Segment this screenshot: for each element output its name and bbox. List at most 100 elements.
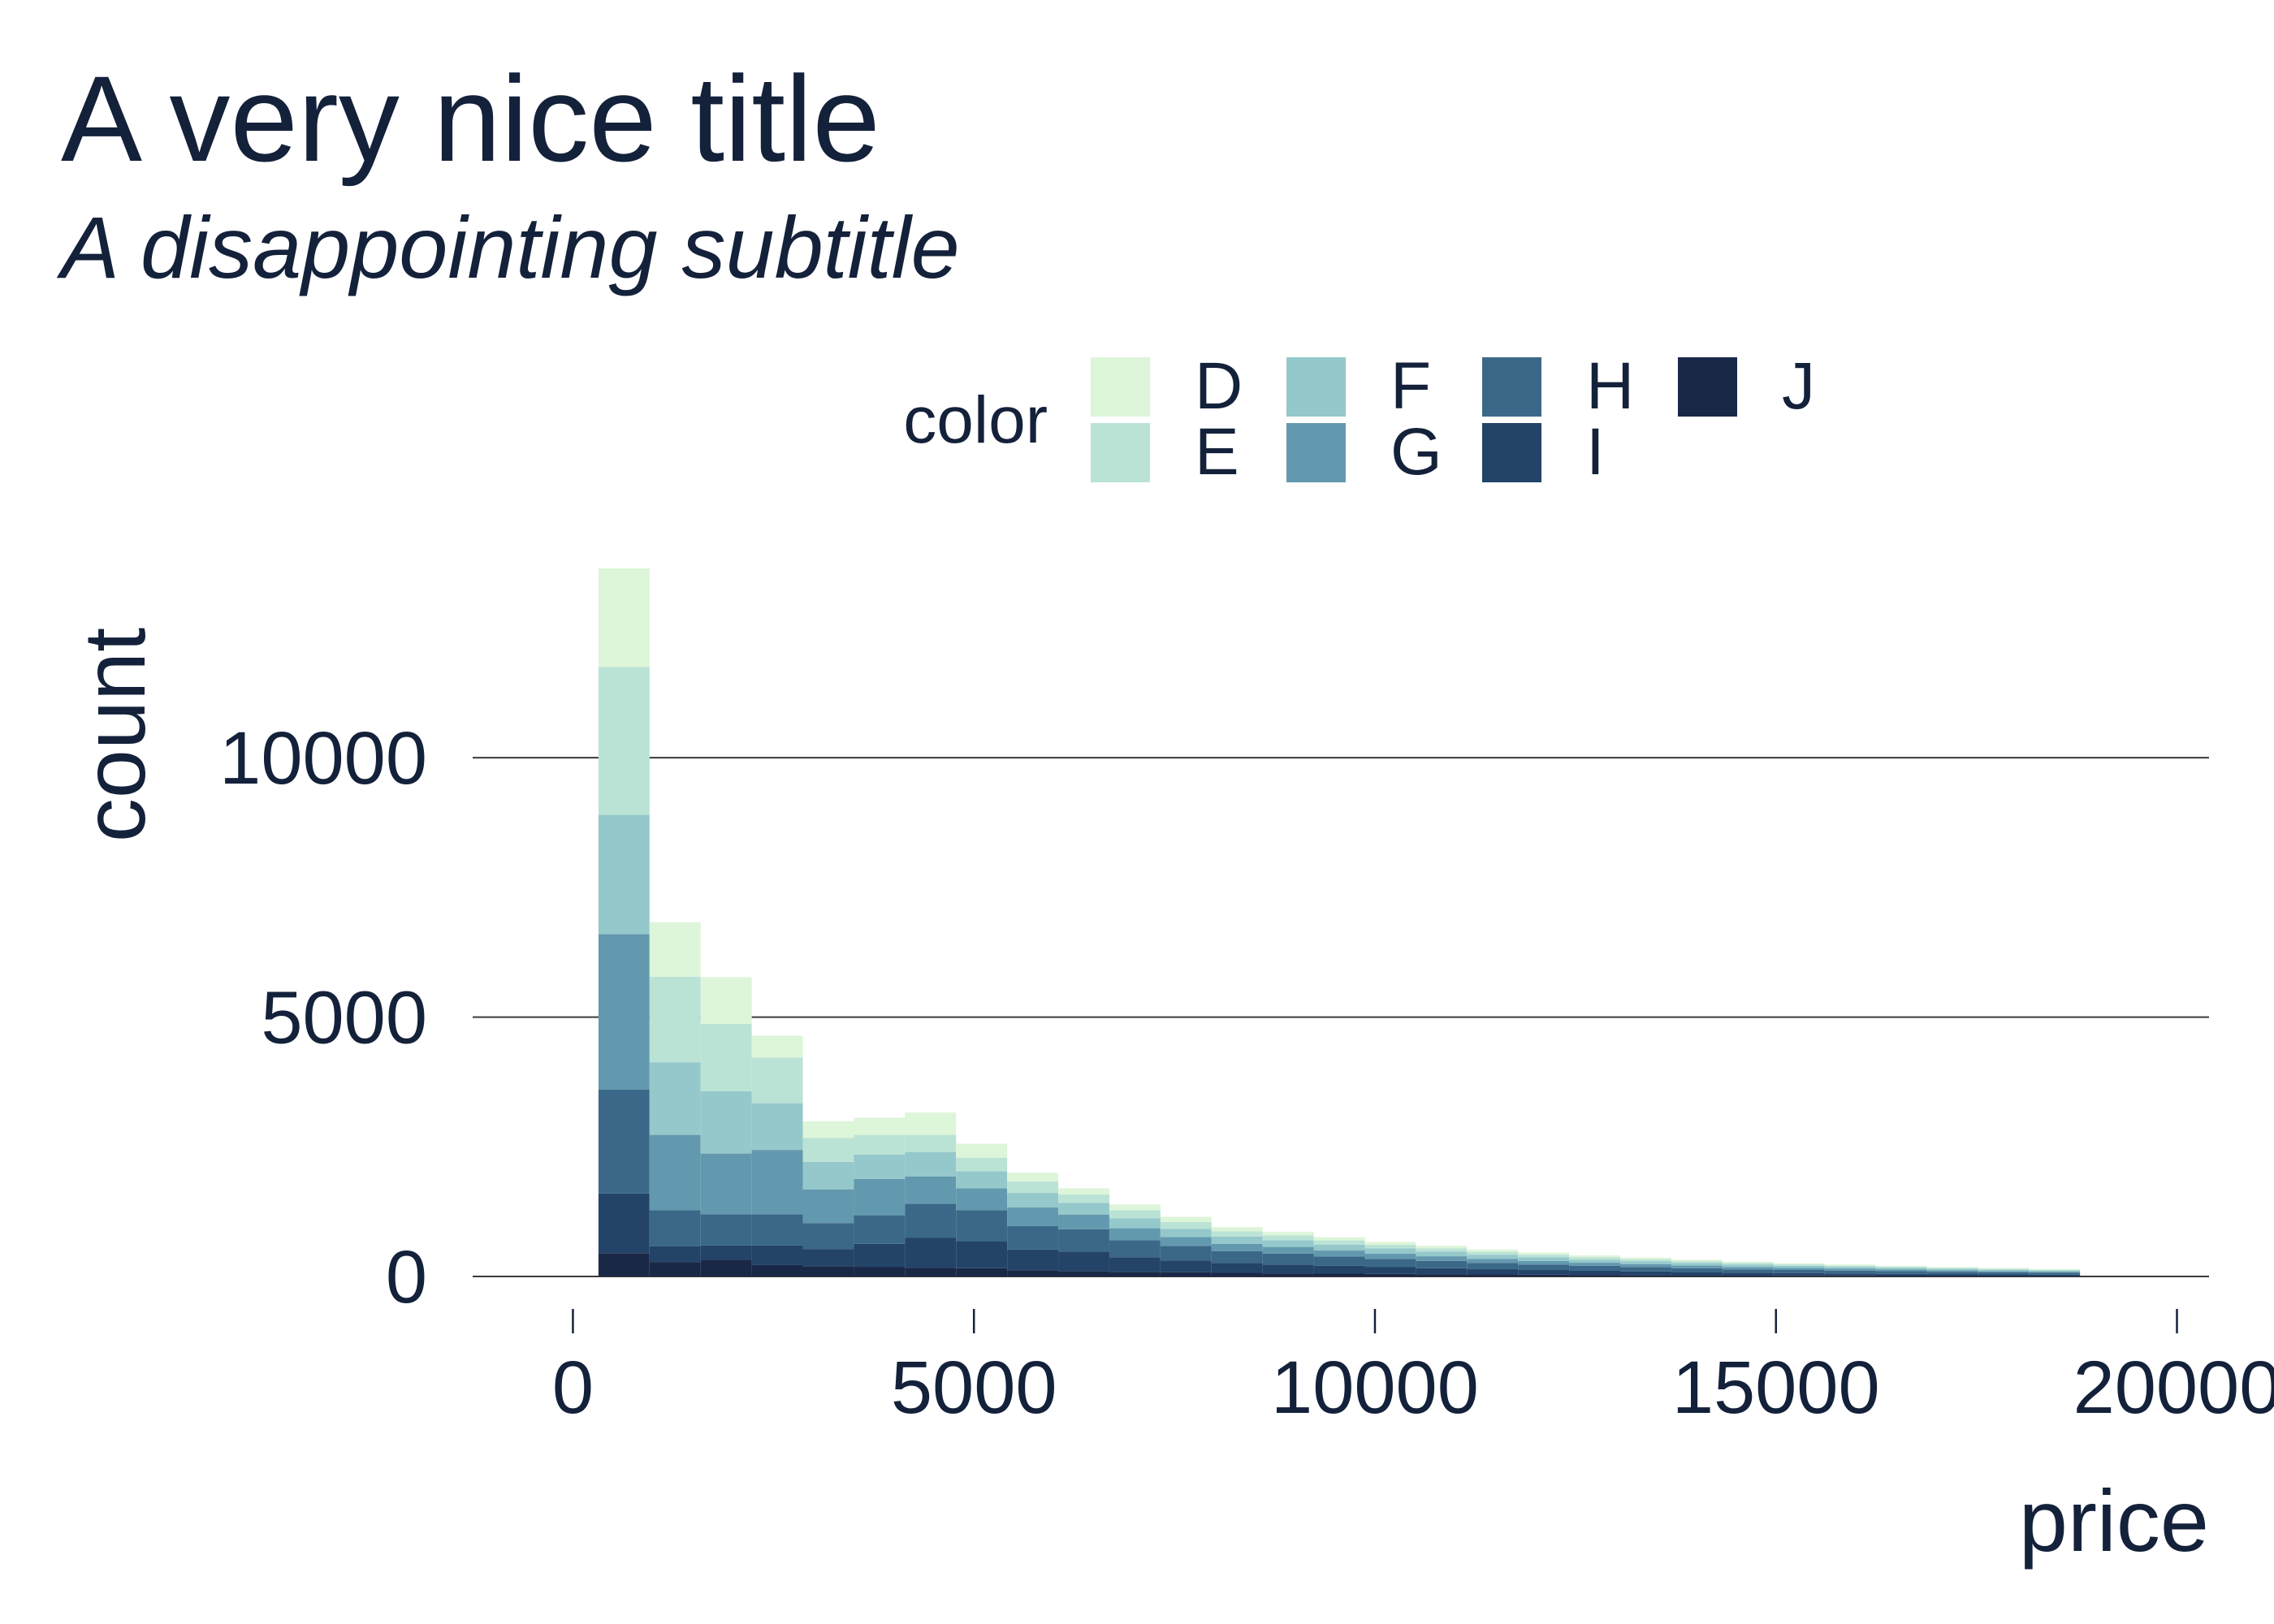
bar-J-bin-11 — [1160, 1272, 1212, 1276]
bar-G-bin-17 — [1467, 1259, 1519, 1263]
bar-G-bin-13 — [1262, 1246, 1314, 1254]
bar-I-bin-8 — [1007, 1249, 1059, 1271]
bar-I-bin-28 — [2029, 1274, 2081, 1276]
bar-H-bin-12 — [1211, 1250, 1263, 1263]
bar-E-bin-20 — [1620, 1259, 1671, 1262]
bar-F-bin-7 — [956, 1171, 1008, 1189]
chart-title: A very nice title — [61, 50, 880, 187]
bar-H-bin-0 — [598, 1090, 650, 1194]
bar-F-bin-1 — [649, 1062, 701, 1135]
bar-I-bin-3 — [751, 1245, 803, 1265]
bar-G-bin-7 — [956, 1188, 1008, 1211]
bar-F-bin-21 — [1671, 1263, 1723, 1266]
bar-I-bin-14 — [1313, 1265, 1365, 1274]
bar-H-bin-11 — [1160, 1246, 1212, 1261]
bar-G-bin-1 — [649, 1134, 701, 1211]
bar-D-bin-18 — [1518, 1252, 1570, 1255]
bar-J-bin-6 — [905, 1268, 957, 1276]
bar-E-bin-7 — [956, 1157, 1008, 1172]
bar-E-bin-23 — [1773, 1264, 1825, 1266]
bar-J-bin-19 — [1569, 1275, 1621, 1276]
bar-H-bin-24 — [1824, 1270, 1876, 1274]
bar-I-bin-5 — [854, 1243, 906, 1268]
bar-I-bin-2 — [700, 1245, 752, 1260]
bar-I-bin-12 — [1211, 1263, 1263, 1273]
bar-J-bin-16 — [1416, 1274, 1468, 1276]
bar-E-bin-16 — [1416, 1248, 1468, 1252]
bar-G-bin-16 — [1416, 1256, 1468, 1261]
bar-F-bin-11 — [1160, 1229, 1212, 1237]
legend-key-I — [1482, 423, 1541, 482]
bar-D-bin-17 — [1467, 1249, 1519, 1252]
bar-D-bin-27 — [1978, 1268, 2030, 1269]
bar-G-bin-19 — [1569, 1263, 1621, 1266]
bar-G-bin-24 — [1824, 1268, 1876, 1271]
bar-E-bin-1 — [649, 976, 701, 1063]
bar-G-bin-18 — [1518, 1260, 1570, 1265]
axes: 0 5000 10000 15000 20000 0 5000 10000 — [219, 717, 2274, 1429]
x-tick-label-4: 20000 — [2073, 1346, 2274, 1429]
x-tick-label-3: 15000 — [1672, 1346, 1880, 1429]
bar-F-bin-12 — [1211, 1236, 1263, 1244]
bar-H-bin-21 — [1671, 1268, 1723, 1272]
legend-key-J — [1678, 357, 1737, 417]
bar-J-bin-10 — [1109, 1272, 1161, 1276]
bar-F-bin-27 — [1978, 1269, 2030, 1272]
legend-label-E: E — [1195, 415, 1239, 489]
bar-J-bin-4 — [802, 1266, 854, 1276]
bar-G-bin-3 — [751, 1150, 803, 1215]
bar-E-bin-25 — [1875, 1267, 1927, 1268]
bar-G-bin-15 — [1364, 1253, 1416, 1259]
bar-I-bin-11 — [1160, 1260, 1212, 1272]
bar-J-bin-3 — [751, 1264, 803, 1276]
legend-items: DE FG HI J — [1091, 349, 1815, 489]
bar-G-bin-20 — [1620, 1263, 1671, 1268]
bar-G-bin-6 — [905, 1176, 957, 1204]
bar-H-bin-4 — [802, 1223, 854, 1250]
bar-D-bin-24 — [1824, 1264, 1876, 1266]
bar-E-bin-6 — [905, 1134, 957, 1152]
bar-F-bin-14 — [1313, 1244, 1365, 1251]
bar-H-bin-17 — [1467, 1263, 1519, 1270]
bar-D-bin-2 — [700, 977, 752, 1024]
bar-H-bin-20 — [1620, 1267, 1671, 1272]
bar-F-bin-15 — [1364, 1248, 1416, 1254]
bar-H-bin-10 — [1109, 1240, 1161, 1258]
bar-I-bin-4 — [802, 1249, 854, 1267]
bar-F-bin-6 — [905, 1151, 957, 1177]
bar-J-bin-1 — [649, 1262, 701, 1276]
bar-F-bin-24 — [1824, 1267, 1876, 1269]
bar-H-bin-3 — [751, 1214, 803, 1246]
bar-I-bin-17 — [1467, 1269, 1519, 1275]
bar-G-bin-5 — [854, 1178, 906, 1216]
bar-G-bin-12 — [1211, 1243, 1263, 1251]
bar-E-bin-19 — [1569, 1257, 1621, 1260]
bar-I-bin-20 — [1620, 1271, 1671, 1276]
bar-J-bin-7 — [956, 1268, 1008, 1276]
bar-D-bin-28 — [2029, 1268, 2081, 1270]
bar-I-bin-21 — [1671, 1272, 1723, 1276]
bar-G-bin-21 — [1671, 1265, 1723, 1268]
bar-F-bin-22 — [1722, 1264, 1774, 1268]
bar-H-bin-16 — [1416, 1260, 1468, 1268]
bar-F-bin-19 — [1569, 1259, 1621, 1263]
bar-E-bin-17 — [1467, 1251, 1519, 1255]
bar-I-bin-15 — [1364, 1267, 1416, 1274]
bar-G-bin-11 — [1160, 1237, 1212, 1246]
legend-label-G: G — [1390, 415, 1442, 489]
bar-H-bin-19 — [1569, 1265, 1621, 1271]
x-tick-label-0: 0 — [552, 1346, 594, 1429]
bar-I-bin-27 — [1978, 1274, 2030, 1276]
bar-G-bin-8 — [1007, 1207, 1059, 1227]
bar-H-bin-14 — [1313, 1256, 1365, 1266]
bar-E-bin-4 — [802, 1138, 854, 1162]
bar-F-bin-17 — [1467, 1255, 1519, 1259]
bar-G-bin-10 — [1109, 1228, 1161, 1241]
legend-key-D — [1091, 357, 1150, 417]
bar-I-bin-18 — [1518, 1270, 1570, 1275]
bar-F-bin-18 — [1518, 1257, 1570, 1261]
bar-H-bin-27 — [1978, 1272, 2030, 1275]
bar-J-bin-18 — [1518, 1274, 1570, 1276]
bar-H-bin-28 — [2029, 1272, 2081, 1275]
bar-D-bin-4 — [802, 1121, 854, 1138]
